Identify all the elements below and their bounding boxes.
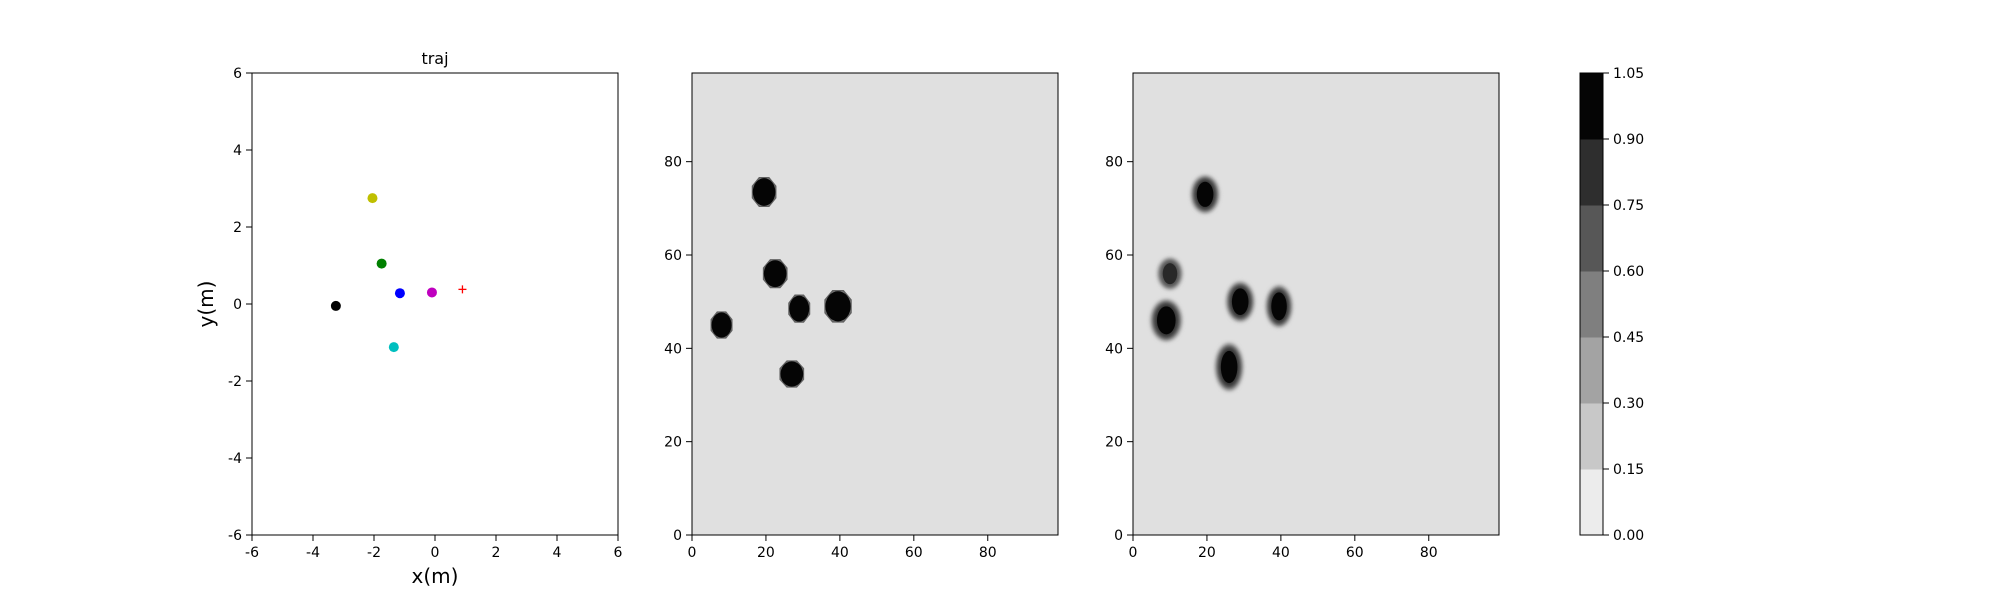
- heatmap-1-blobs: [710, 177, 852, 388]
- y-tick-label: 40: [1105, 341, 1123, 357]
- colorbar-band-5: [1580, 139, 1603, 206]
- heatmap-2-x-ticks: 0 20 40 60 80: [1129, 535, 1438, 561]
- traj-panel: traj x(m) y(m) -6 -4 -2 0 2 4 6 -6 -4 -2 0 2 4 6: [194, 49, 623, 588]
- x-tick-label: -6: [245, 545, 259, 561]
- heatmap-2-blob-4: [1266, 285, 1292, 327]
- x-tick-label: 60: [1346, 545, 1364, 561]
- traj-plot-area: [251, 72, 619, 536]
- colorbar: 0.00 0.15 0.30 0.45 0.60 0.75 0.90 1.05: [1579, 66, 1644, 544]
- colorbar-tick-label: 0.15: [1613, 462, 1644, 478]
- x-tick-label: 4: [553, 545, 562, 561]
- colorbar-tick-label: 0.45: [1613, 330, 1644, 346]
- agent-point-4: [330, 300, 341, 311]
- heatmap-2-blob-2: [1150, 299, 1182, 341]
- y-tick-label: 80: [664, 155, 682, 171]
- heatmap-1-frame: [691, 72, 1059, 536]
- y-tick-label: 0: [233, 297, 242, 313]
- colorbar-band-2: [1580, 337, 1603, 404]
- y-tick-label: 60: [1105, 248, 1123, 264]
- colorbar-tick-label: 0.00: [1613, 528, 1644, 544]
- heatmap-2-background: [1133, 73, 1499, 535]
- heatmap-1-x-ticks: 0 20 40 60 80: [688, 535, 997, 561]
- y-tick-label: 60: [664, 248, 682, 264]
- x-tick-label: -4: [306, 545, 320, 561]
- colorbar-band-6: [1580, 73, 1603, 140]
- heatmap-2-blob-5: [1215, 343, 1243, 391]
- goal-marker: [458, 285, 467, 294]
- colorbar-tick-label: 0.75: [1613, 198, 1644, 214]
- agent-point-5: [388, 342, 399, 353]
- heatmap-panel-1: 0 20 40 60 80 0 20 40 60 80: [664, 72, 1059, 561]
- x-tick-label: 2: [492, 545, 501, 561]
- heatmap-1-blob-4: [824, 290, 852, 323]
- heatmap-1-blob-1: [762, 259, 788, 289]
- y-tick-label: 4: [233, 143, 242, 159]
- traj-x-ticks: -6 -4 -2 0 2 4 6: [245, 535, 623, 561]
- y-tick-label: 80: [1105, 155, 1123, 171]
- heatmap-2-blob-0: [1191, 175, 1219, 213]
- colorbar-band-4: [1580, 205, 1603, 272]
- x-tick-label: 40: [1272, 545, 1290, 561]
- y-tick-label: -2: [228, 374, 242, 390]
- x-tick-label: 80: [979, 545, 997, 561]
- colorbar-band-3: [1580, 271, 1603, 338]
- y-tick-label: 6: [233, 66, 242, 82]
- heatmap-1-blob-0: [751, 177, 777, 207]
- agent-point-0: [367, 193, 378, 204]
- y-tick-label: 2: [233, 220, 242, 236]
- heatmap-1-y-ticks: 0 20 40 60 80: [664, 155, 692, 544]
- heatmap-1-blob-3: [788, 294, 811, 323]
- x-tick-label: 0: [431, 545, 440, 561]
- agent-point-3: [426, 287, 437, 298]
- heatmap-2-blob-1: [1158, 258, 1182, 290]
- traj-y-axis-label: y(m): [194, 281, 218, 328]
- heatmap-panel-2: 0 20 40 60 80 0 20 40 60 80: [1105, 72, 1500, 561]
- traj-points: [330, 193, 467, 353]
- y-tick-label: 0: [1114, 528, 1123, 544]
- heatmap-2-blob-3: [1226, 282, 1254, 322]
- heatmap-2-y-ticks: 0 20 40 60 80: [1105, 155, 1133, 544]
- x-tick-label: 60: [905, 545, 923, 561]
- y-tick-label: 0: [673, 528, 682, 544]
- y-tick-label: -6: [228, 528, 242, 544]
- colorbar-bands: [1580, 73, 1603, 536]
- heatmap-2-frame: [1132, 72, 1500, 536]
- colorbar-frame: [1579, 72, 1604, 536]
- colorbar-tick-label: 0.90: [1613, 132, 1644, 148]
- traj-y-ticks: -6 -4 -2 0 2 4 6: [228, 66, 252, 544]
- heatmap-1-blob-2: [710, 311, 733, 339]
- x-tick-label: 20: [1198, 545, 1216, 561]
- x-tick-label: -2: [367, 545, 381, 561]
- heatmap-1-blob-5: [779, 360, 805, 388]
- x-tick-label: 80: [1420, 545, 1438, 561]
- colorbar-tick-label: 0.60: [1613, 264, 1644, 280]
- x-tick-label: 20: [757, 545, 775, 561]
- y-tick-label: 20: [664, 435, 682, 451]
- y-tick-label: 40: [664, 341, 682, 357]
- colorbar-band-0: [1580, 469, 1603, 536]
- traj-x-axis-label: x(m): [412, 564, 459, 588]
- colorbar-tick-label: 0.30: [1613, 396, 1644, 412]
- y-tick-label: -4: [228, 451, 242, 467]
- heatmap-1-background: [692, 73, 1058, 535]
- agent-point-2: [394, 288, 405, 299]
- heatmap-2-blobs: [1150, 175, 1292, 391]
- x-tick-label: 6: [614, 545, 623, 561]
- agent-point-1: [376, 258, 387, 269]
- x-tick-label: 40: [831, 545, 849, 561]
- x-tick-label: 0: [688, 545, 697, 561]
- colorbar-tick-label: 1.05: [1613, 66, 1644, 82]
- x-tick-label: 0: [1129, 545, 1138, 561]
- y-tick-label: 20: [1105, 435, 1123, 451]
- colorbar-ticks: 0.00 0.15 0.30 0.45 0.60 0.75 0.90 1.05: [1603, 66, 1644, 544]
- traj-title: traj: [421, 49, 448, 68]
- colorbar-band-1: [1580, 403, 1603, 470]
